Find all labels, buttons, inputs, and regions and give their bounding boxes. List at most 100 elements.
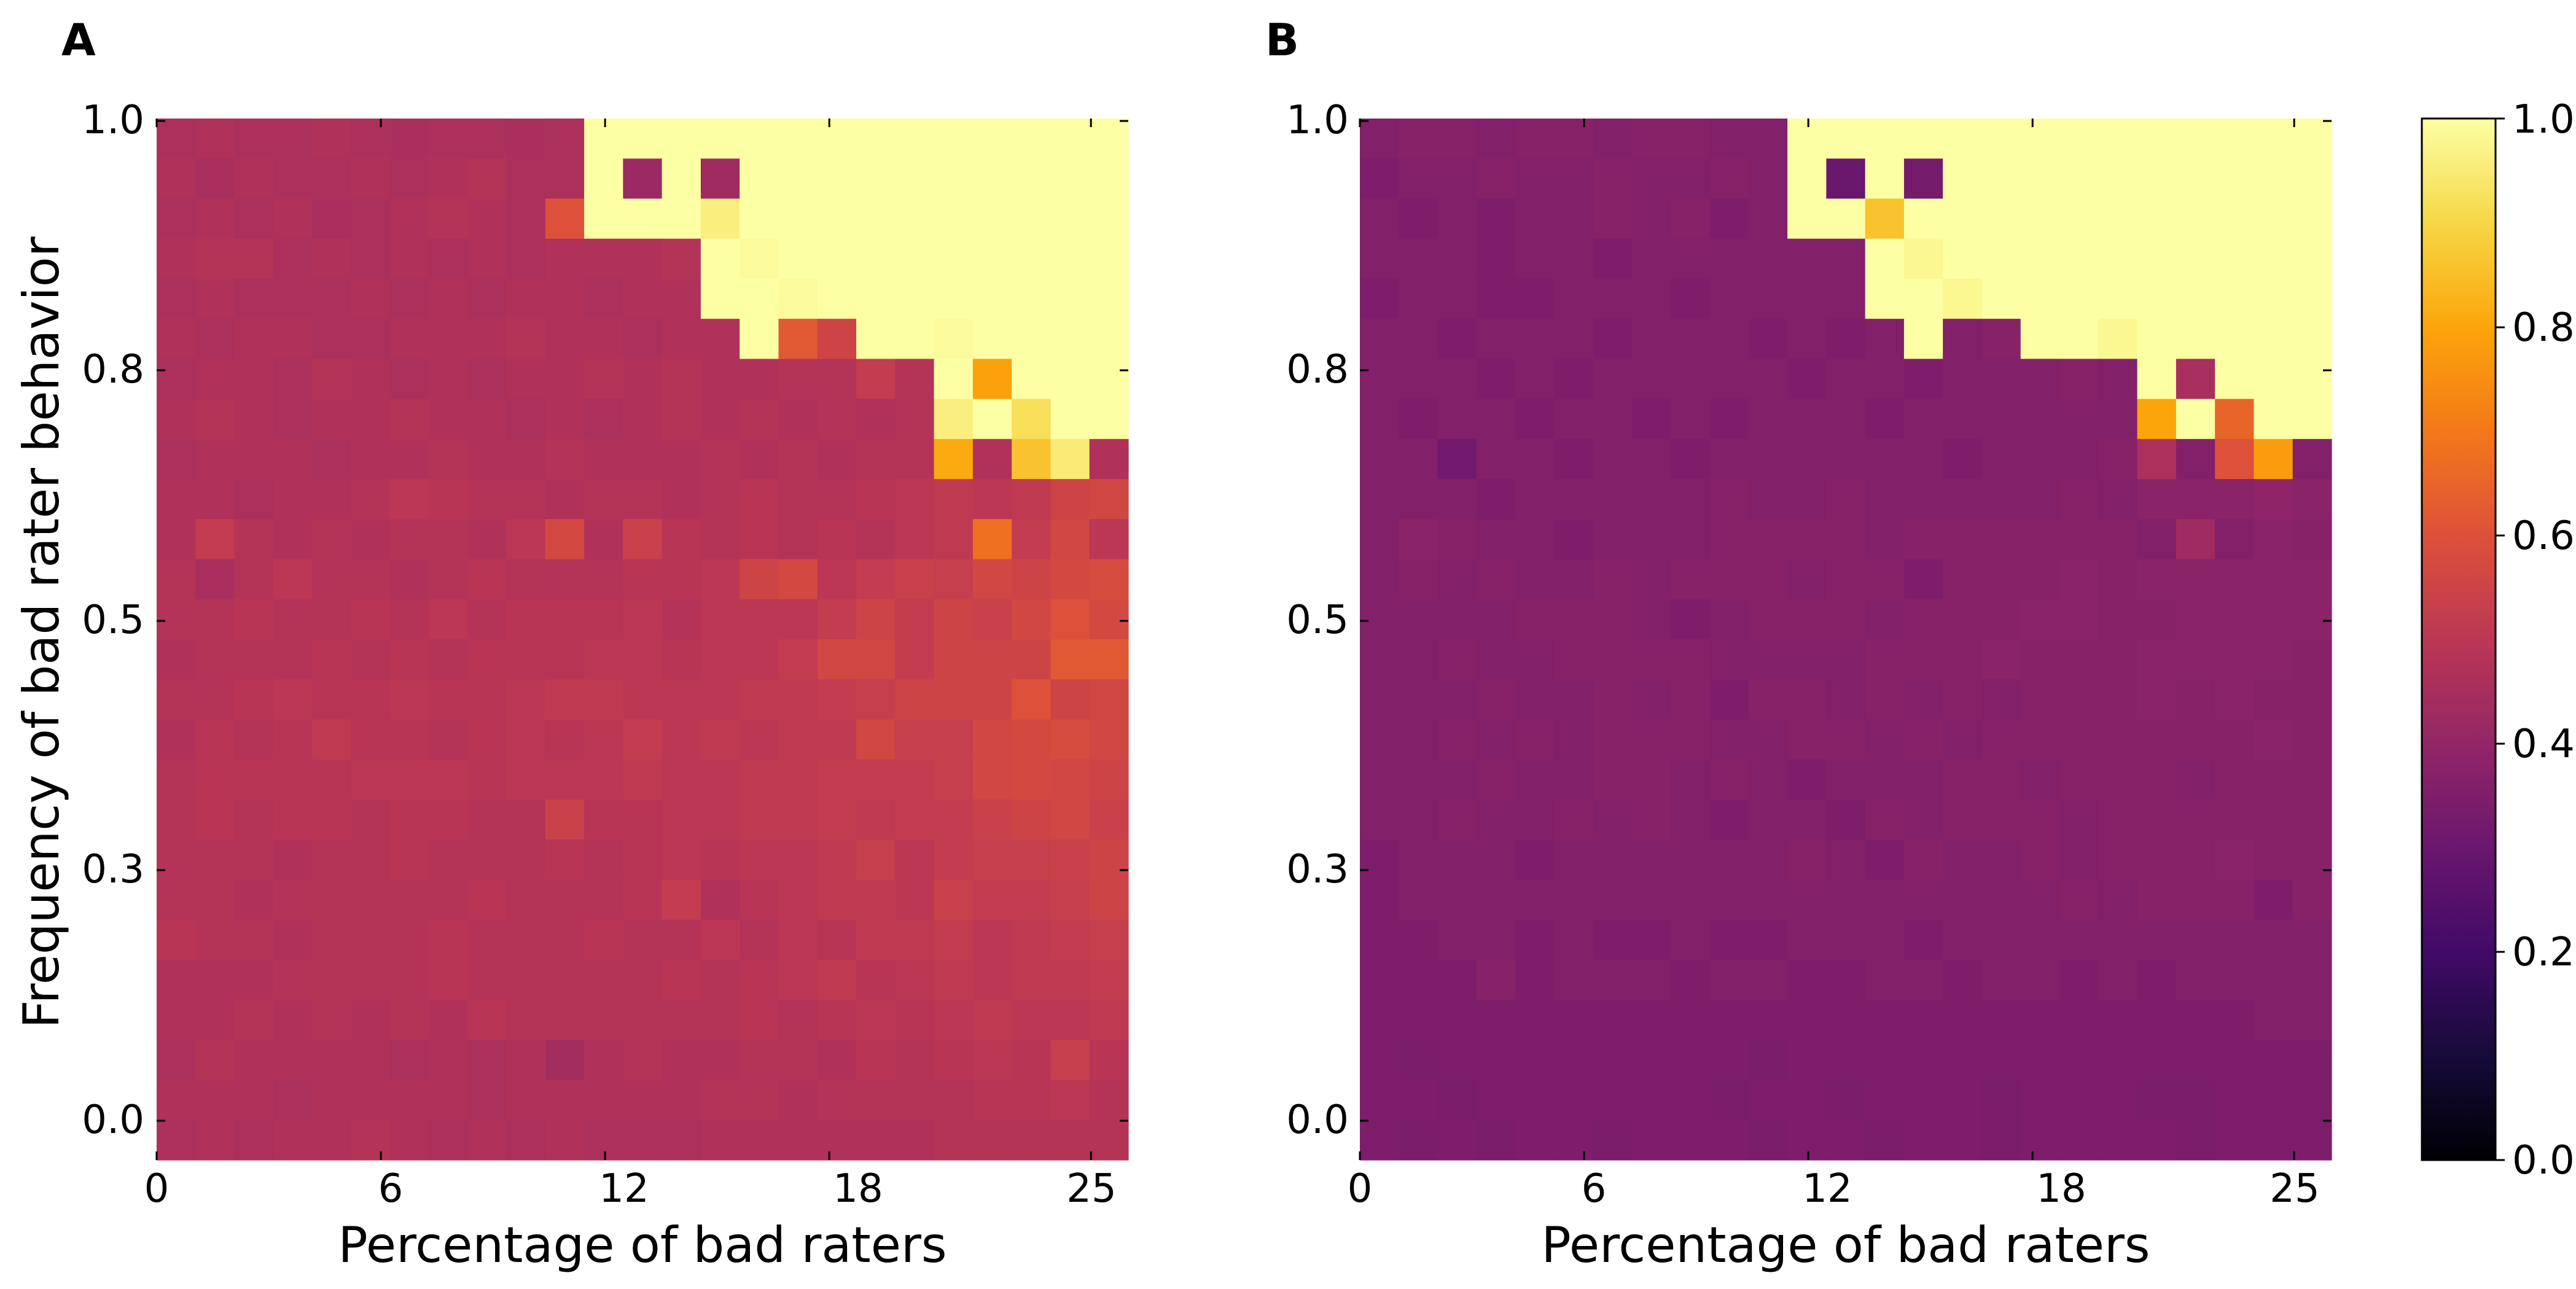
panel-a: A 1.0 0.8 0.5 0.3 0.0 0 6 12 18 25 Perce… <box>13 14 1129 1274</box>
colorbar-tick-0.6: 0.6 <box>2512 513 2575 559</box>
panel-b-cell-r18-c14 <box>1903 839 1943 880</box>
panel-b-cell-r1-c15 <box>1943 158 1983 200</box>
panel-b-cell-r14-c19 <box>2098 679 2138 720</box>
panel-a-cell-r5-c11 <box>584 319 623 359</box>
panel-a-cell-r20-c18 <box>856 919 896 960</box>
panel-a-cell-r20-c7 <box>428 919 468 960</box>
panel-a-cell-r20-c13 <box>662 919 701 960</box>
panel-a-cell-r21-c7 <box>428 959 468 1000</box>
panel-a-cell-r23-c3 <box>273 1040 313 1081</box>
panel-b-cell-r9-c9 <box>1709 479 1749 520</box>
panel-b-cell-r14-c23 <box>2254 679 2293 720</box>
panel-b-cell-r22-c5 <box>1554 1000 1594 1040</box>
panel-b-cell-r11-c12 <box>1826 559 1866 600</box>
panel-a-cell-r3-c4 <box>312 238 351 279</box>
panel-a-cell-r17-c9 <box>506 799 546 840</box>
panel-a-cell-r13-c8 <box>467 639 507 680</box>
panel-b-cell-r14-c1 <box>1399 679 1438 720</box>
panel-a-cell-r9-c1 <box>195 479 235 520</box>
panel-a-cell-r15-c21 <box>972 719 1012 760</box>
panel-a-cell-r13-c0 <box>157 639 196 680</box>
panel-a-cell-r6-c20 <box>934 359 974 400</box>
panel-a-cell-r3-c15 <box>740 238 779 279</box>
panel-b-cell-r16-c11 <box>1787 759 1827 800</box>
panel-b-cell-r4-c1 <box>1399 278 1438 319</box>
panel-a-cell-r14-c4 <box>312 679 351 720</box>
panel-a-cell-r0-c1 <box>195 119 235 159</box>
panel-a-cell-r3-c21 <box>972 238 1012 279</box>
panel-a-cell-r19-c5 <box>351 879 391 921</box>
panel-b-cell-r25-c14 <box>1903 1120 1943 1161</box>
panel-a-cell-r12-c14 <box>700 599 740 640</box>
panel-a-cell-r21-c18 <box>856 959 896 1000</box>
panel-a-cell-r16-c9 <box>506 759 546 800</box>
panel-a-cell-r12-c18 <box>856 599 896 640</box>
panel-b-cell-r17-c24 <box>2292 799 2332 840</box>
panel-b-cell-r11-c15 <box>1943 559 1983 600</box>
panel-a-cell-r23-c18 <box>856 1040 896 1081</box>
panel-a-cell-r25-c12 <box>623 1120 663 1161</box>
panel-a-cell-r10-c13 <box>662 519 701 560</box>
panel-a-cell-r6-c8 <box>467 359 507 400</box>
panel-b-cell-r18-c23 <box>2254 839 2293 880</box>
panel-a-cell-r11-c21 <box>972 559 1012 600</box>
panel-b-cell-r1-c17 <box>2020 158 2060 200</box>
panel-b-cell-r11-c24 <box>2292 559 2332 600</box>
panel-b-cell-r0-c21 <box>2176 119 2215 159</box>
panel-a-cell-r5-c16 <box>778 319 818 359</box>
panel-b-cell-r8-c16 <box>1981 438 2021 480</box>
panel-a-cell-r17-c19 <box>895 799 935 840</box>
panel-b-cell-r15-c23 <box>2254 719 2293 760</box>
panel-a-cell-r14-c2 <box>234 679 274 720</box>
panel-b-cell-r10-c15 <box>1943 519 1983 560</box>
panel-b-cell-r10-c12 <box>1826 519 1866 560</box>
panel-b-cell-r11-c11 <box>1787 559 1827 600</box>
panel-a-cell-r20-c2 <box>234 919 274 960</box>
panel-b-cell-r13-c1 <box>1399 639 1438 680</box>
panel-b-cell-r20-c14 <box>1903 919 1943 960</box>
panel-a-cell-r4-c12 <box>623 278 663 319</box>
panel-a-cell-r9-c10 <box>545 479 585 520</box>
panel-b-cell-r21-c18 <box>2059 959 2099 1000</box>
panel-b-cell-r2-c3 <box>1476 198 1516 239</box>
panel-b-cell-r12-c15 <box>1943 599 1983 640</box>
panel-b-cell-r5-c20 <box>2137 319 2177 359</box>
panel-b-cell-r0-c15 <box>1943 119 1983 159</box>
panel-a-cell-r17-c14 <box>700 799 740 840</box>
panel-a-cell-r10-c11 <box>584 519 623 560</box>
panel-a-cell-r18-c5 <box>351 839 391 880</box>
panel-a-cell-r5-c1 <box>195 319 235 359</box>
panel-a-cell-r19-c2 <box>234 879 274 921</box>
panel-a-cell-r11-c18 <box>856 559 896 600</box>
panel-b-cell-r17-c5 <box>1554 799 1594 840</box>
panel-a-cell-r13-c9 <box>506 639 546 680</box>
panel-b-cell-r17-c7 <box>1631 799 1671 840</box>
panel-a-cell-r7-c4 <box>312 399 351 440</box>
panel-a-cell-r1-c20 <box>934 158 974 200</box>
panel-b-cell-r11-c21 <box>2176 559 2215 600</box>
panel-b-cell-r7-c3 <box>1476 399 1516 440</box>
panel-a-cell-r3-c7 <box>428 238 468 279</box>
panel-b-cell-r6-c1 <box>1399 359 1438 400</box>
panel-a-cell-r21-c21 <box>972 959 1012 1000</box>
panel-b-cell-r14-c21 <box>2176 679 2215 720</box>
panel-b-cell-r25-c0 <box>1360 1120 1399 1161</box>
panel-a-cell-r6-c18 <box>856 359 896 400</box>
panel-b-cell-r17-c18 <box>2059 799 2099 840</box>
panel-b-cell-r3-c1 <box>1399 238 1438 279</box>
panel-a-cell-r9-c22 <box>1012 479 1052 520</box>
panel-a-cell-r11-c23 <box>1050 559 1090 600</box>
panel-b-cell-r12-c11 <box>1787 599 1827 640</box>
panel-b-cell-r17-c0 <box>1360 799 1399 840</box>
panel-a-cell-r20-c5 <box>351 919 391 960</box>
panel-b-cell-r20-c10 <box>1748 919 1788 960</box>
panel-b-cell-r14-c20 <box>2137 679 2177 720</box>
panel-b-cell-r8-c20 <box>2137 438 2177 480</box>
panel-b-cell-r17-c16 <box>1981 799 2021 840</box>
panel-a-cell-r18-c16 <box>778 839 818 880</box>
panel-a-cell-r18-c13 <box>662 839 701 880</box>
panel-a-cell-r23-c21 <box>972 1040 1012 1081</box>
panel-b-cell-r3-c4 <box>1515 238 1555 279</box>
panel-b-cell-r12-c13 <box>1865 599 1905 640</box>
panel-a-cell-r1-c9 <box>506 158 546 200</box>
